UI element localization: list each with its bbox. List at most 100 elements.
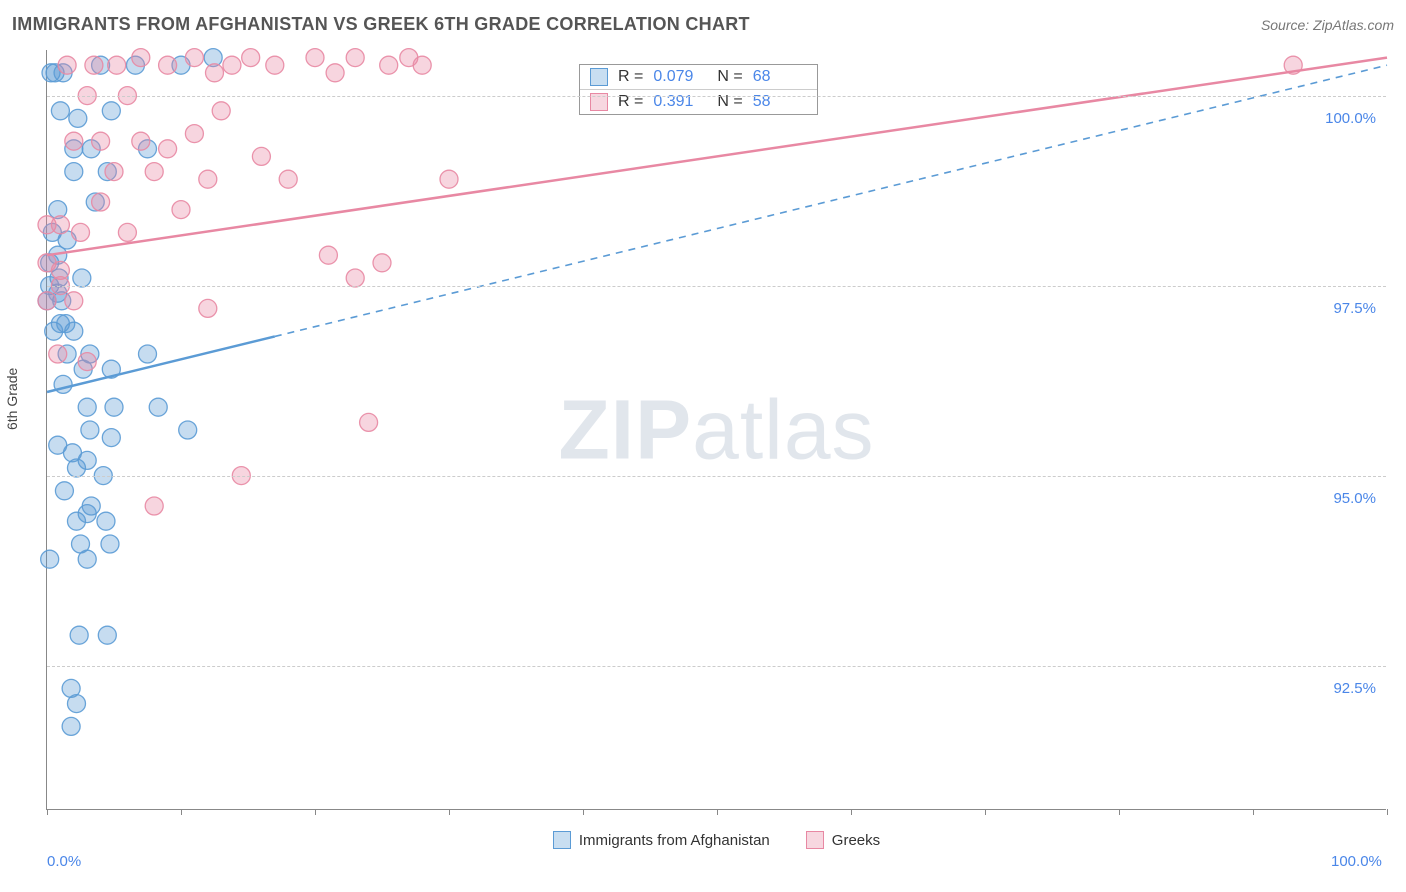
xtick-mark — [851, 809, 852, 815]
title-bar: IMMIGRANTS FROM AFGHANISTAN VS GREEK 6TH… — [12, 14, 1394, 35]
data-point — [105, 398, 123, 416]
data-point — [65, 132, 83, 150]
data-point — [97, 512, 115, 530]
data-point — [145, 497, 163, 515]
scatter-plot: ZIPatlas R =0.079N =68R =0.391N =58 Immi… — [46, 50, 1386, 810]
xtick-mark — [1253, 809, 1254, 815]
xtick-mark — [315, 809, 316, 815]
data-point — [85, 56, 103, 74]
data-point — [73, 269, 91, 287]
legend-item: Greeks — [806, 831, 880, 849]
data-point — [413, 56, 431, 74]
data-point — [58, 56, 76, 74]
data-point — [78, 550, 96, 568]
data-point — [92, 132, 110, 150]
legend-swatch — [553, 831, 571, 849]
ytick-label: 95.0% — [1333, 490, 1376, 507]
data-point — [380, 56, 398, 74]
data-point — [252, 147, 270, 165]
data-point — [101, 535, 119, 553]
data-point — [306, 49, 324, 67]
data-point — [70, 626, 88, 644]
data-point — [49, 345, 67, 363]
ytick-label: 97.5% — [1333, 300, 1376, 317]
series-swatch — [590, 68, 608, 86]
data-point — [78, 398, 96, 416]
xtick-mark — [449, 809, 450, 815]
data-point — [185, 49, 203, 67]
data-point — [326, 64, 344, 82]
data-point — [159, 140, 177, 158]
xtick-mark — [583, 809, 584, 815]
data-point — [199, 299, 217, 317]
data-point — [118, 223, 136, 241]
data-point — [108, 56, 126, 74]
gridline — [47, 96, 1386, 97]
data-point — [132, 49, 150, 67]
plot-svg — [47, 50, 1386, 809]
gridline — [47, 666, 1386, 667]
gridline — [47, 286, 1386, 287]
data-point — [78, 505, 96, 523]
data-point — [266, 56, 284, 74]
data-point — [78, 353, 96, 371]
data-point — [65, 163, 83, 181]
xtick-mark — [985, 809, 986, 815]
xtick-mark — [1387, 809, 1388, 815]
legend-label: Greeks — [832, 832, 880, 849]
source-label: Source: ZipAtlas.com — [1261, 17, 1394, 33]
data-point — [179, 421, 197, 439]
data-point — [319, 246, 337, 264]
data-point — [102, 429, 120, 447]
data-point — [67, 459, 85, 477]
data-point — [51, 216, 69, 234]
data-point — [139, 345, 157, 363]
data-point — [185, 125, 203, 143]
stat-value-r: 0.079 — [653, 68, 707, 86]
y-axis-label: 6th Grade — [4, 368, 20, 430]
ytick-label: 92.5% — [1333, 680, 1376, 697]
data-point — [72, 223, 90, 241]
legend-swatch — [806, 831, 824, 849]
data-point — [172, 201, 190, 219]
data-point — [206, 64, 224, 82]
data-point — [81, 421, 99, 439]
data-point — [51, 102, 69, 120]
stats-row: R =0.391N =58 — [580, 90, 817, 114]
xtick-mark — [1119, 809, 1120, 815]
xtick-label: 100.0% — [1331, 853, 1382, 870]
xtick-label: 0.0% — [47, 853, 81, 870]
chart-title: IMMIGRANTS FROM AFGHANISTAN VS GREEK 6TH… — [12, 14, 750, 35]
data-point — [346, 49, 364, 67]
data-point — [149, 398, 167, 416]
data-point — [41, 550, 59, 568]
trend-line-extrapolated — [275, 65, 1387, 336]
data-point — [65, 292, 83, 310]
data-point — [38, 292, 56, 310]
xtick-mark — [181, 809, 182, 815]
data-point — [373, 254, 391, 272]
data-point — [67, 695, 85, 713]
legend-label: Immigrants from Afghanistan — [579, 832, 770, 849]
data-point — [212, 102, 230, 120]
data-point — [199, 170, 217, 188]
data-point — [132, 132, 150, 150]
stats-row: R = 0.079 N = 68 — [580, 65, 817, 90]
data-point — [102, 102, 120, 120]
data-point — [242, 49, 260, 67]
data-point — [159, 56, 177, 74]
data-point — [279, 170, 297, 188]
xtick-mark — [47, 809, 48, 815]
stat-value-n: 68 — [753, 68, 807, 86]
data-point — [346, 269, 364, 287]
legend-item: Immigrants from Afghanistan — [553, 831, 770, 849]
data-point — [92, 193, 110, 211]
stat-label-r: R = — [618, 68, 643, 86]
data-point — [62, 717, 80, 735]
data-point — [105, 163, 123, 181]
correlation-stats-box: R = 0.079 N = 68 R =0.391N =58 — [579, 64, 818, 115]
data-point — [440, 170, 458, 188]
data-point — [223, 56, 241, 74]
stat-label-n: N = — [717, 68, 742, 86]
data-point — [69, 109, 87, 127]
